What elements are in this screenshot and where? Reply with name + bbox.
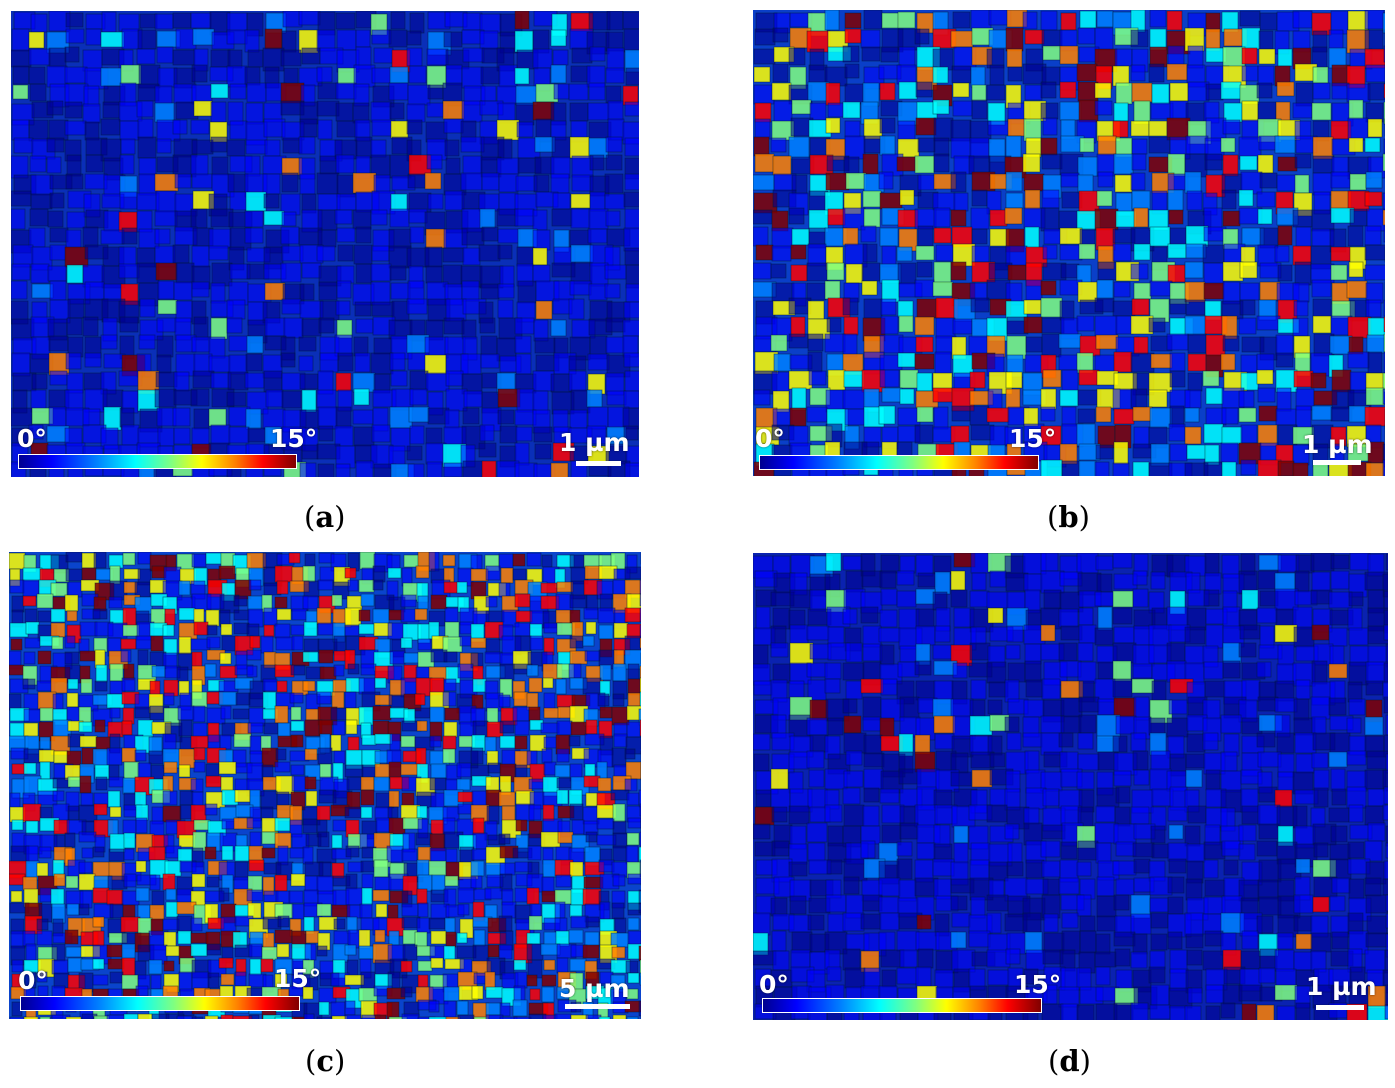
misorientation-map-d [753,553,1388,1020]
scale-label-c: 5 µm [559,974,630,1003]
caption-c: (c) [305,1044,346,1078]
caption-a: (a) [304,500,346,534]
colorbar-min-label-a: 0° [17,424,47,453]
misorientation-map-b [753,10,1385,476]
ebsd-map-b: 0° 15° 1 µm [753,10,1385,476]
scale-label-a: 1 µm [559,428,630,457]
ebsd-map-a: 0° 15° 1 µm [11,11,639,477]
colorbar-min-label-c: 0° [18,966,48,995]
colorbar-max-label-c: 15° [274,964,322,993]
ebsd-map-c: 0° 15° 5 µm [9,552,641,1019]
scale-bar-c [565,1004,630,1009]
caption-b: (b) [1047,500,1090,534]
ebsd-map-d: 0° 15° 1 µm [753,553,1388,1020]
colorbar-min-label-d: 0° [759,970,789,999]
scale-label-b: 1 µm [1302,430,1373,459]
colorbar-max-label-d: 15° [1014,970,1062,999]
colorbar-b [759,455,1039,470]
scale-bar-d [1316,1005,1364,1010]
colorbar-d [762,998,1042,1013]
scale-bar-a [576,461,621,466]
caption-d: (d) [1048,1044,1091,1078]
misorientation-map-c [9,552,641,1019]
colorbar-min-label-b: 0° [755,424,785,453]
misorientation-map-a [11,11,639,477]
colorbar-max-label-a: 15° [270,424,318,453]
colorbar-c [20,996,300,1011]
colorbar-max-label-b: 15° [1009,424,1057,453]
scale-bar-b [1313,460,1361,465]
scale-label-d: 1 µm [1306,972,1377,1001]
colorbar-a [18,454,297,469]
